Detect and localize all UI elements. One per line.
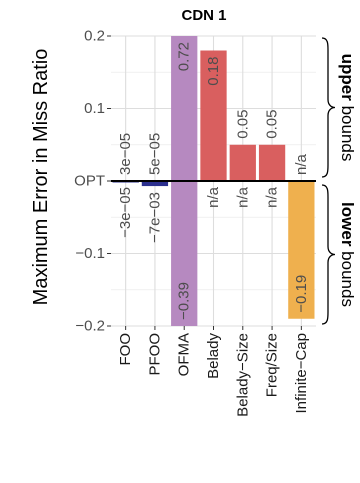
data-label: 0.05 bbox=[264, 110, 281, 139]
bar-lower-2 bbox=[171, 181, 198, 326]
chart-title: CDN 1 bbox=[181, 7, 226, 24]
bound-annotations: upper bounds lower bounds bbox=[321, 37, 358, 325]
data-label: n/a bbox=[264, 186, 281, 208]
data-label: n/a bbox=[205, 186, 222, 208]
data-label: −7e−03 bbox=[146, 192, 163, 243]
y-tick-label: −0.1 bbox=[75, 245, 105, 262]
bar-lower-1 bbox=[141, 181, 169, 187]
y-tick-label: 0.1 bbox=[84, 100, 105, 117]
bar-lower-6 bbox=[288, 181, 315, 319]
y-tick-label: 0.2 bbox=[84, 28, 105, 45]
data-label: −3e−05 bbox=[117, 187, 134, 238]
data-label: 0.05 bbox=[234, 110, 251, 139]
brace bbox=[321, 184, 336, 325]
x-tick-label: Infinite−Cap bbox=[293, 333, 310, 413]
x-tick-label: PFOO bbox=[146, 333, 163, 376]
y-tick-label: −0.2 bbox=[75, 318, 105, 335]
data-label: −0.39 bbox=[176, 282, 193, 320]
bar-upper-4 bbox=[229, 144, 256, 181]
plot-area: 3e−05 5e−05 0.72 0.18 0.05 0.05 n/a −3e−05 −7e−0… bbox=[111, 35, 316, 327]
data-label: n/a bbox=[293, 153, 310, 175]
data-label: −0.19 bbox=[293, 275, 310, 313]
y-ticks: 0.2 0.1 OPT −0.1 −0.2 bbox=[74, 28, 111, 335]
data-label: 0.18 bbox=[205, 57, 222, 86]
x-tick-label: OFMA bbox=[176, 333, 193, 376]
x-tick-label: FOO bbox=[117, 333, 134, 366]
bound-annotation: lower bounds bbox=[339, 202, 358, 307]
bound-annotation: upper bounds bbox=[339, 54, 358, 162]
data-label: 3e−05 bbox=[117, 133, 134, 175]
bar-upper-2 bbox=[171, 36, 198, 181]
y-axis-title: Maximum Error in Miss Ratio bbox=[30, 49, 52, 306]
x-tick-label: Belady−Size bbox=[234, 333, 251, 417]
x-tick-labels: FOO PFOO OFMA Belady Belady−Size Freq/Size Inf… bbox=[117, 326, 310, 417]
bar-upper-3 bbox=[200, 50, 227, 181]
data-label: n/a bbox=[234, 186, 251, 208]
data-label: 0.72 bbox=[176, 42, 193, 71]
y-tick-label: OPT bbox=[74, 173, 105, 190]
data-label: 5e−05 bbox=[146, 133, 163, 175]
x-tick-label: Freq/Size bbox=[264, 333, 281, 397]
x-tick-label: Belady bbox=[205, 333, 222, 379]
bar-upper-5 bbox=[258, 144, 286, 181]
brace bbox=[321, 37, 336, 178]
